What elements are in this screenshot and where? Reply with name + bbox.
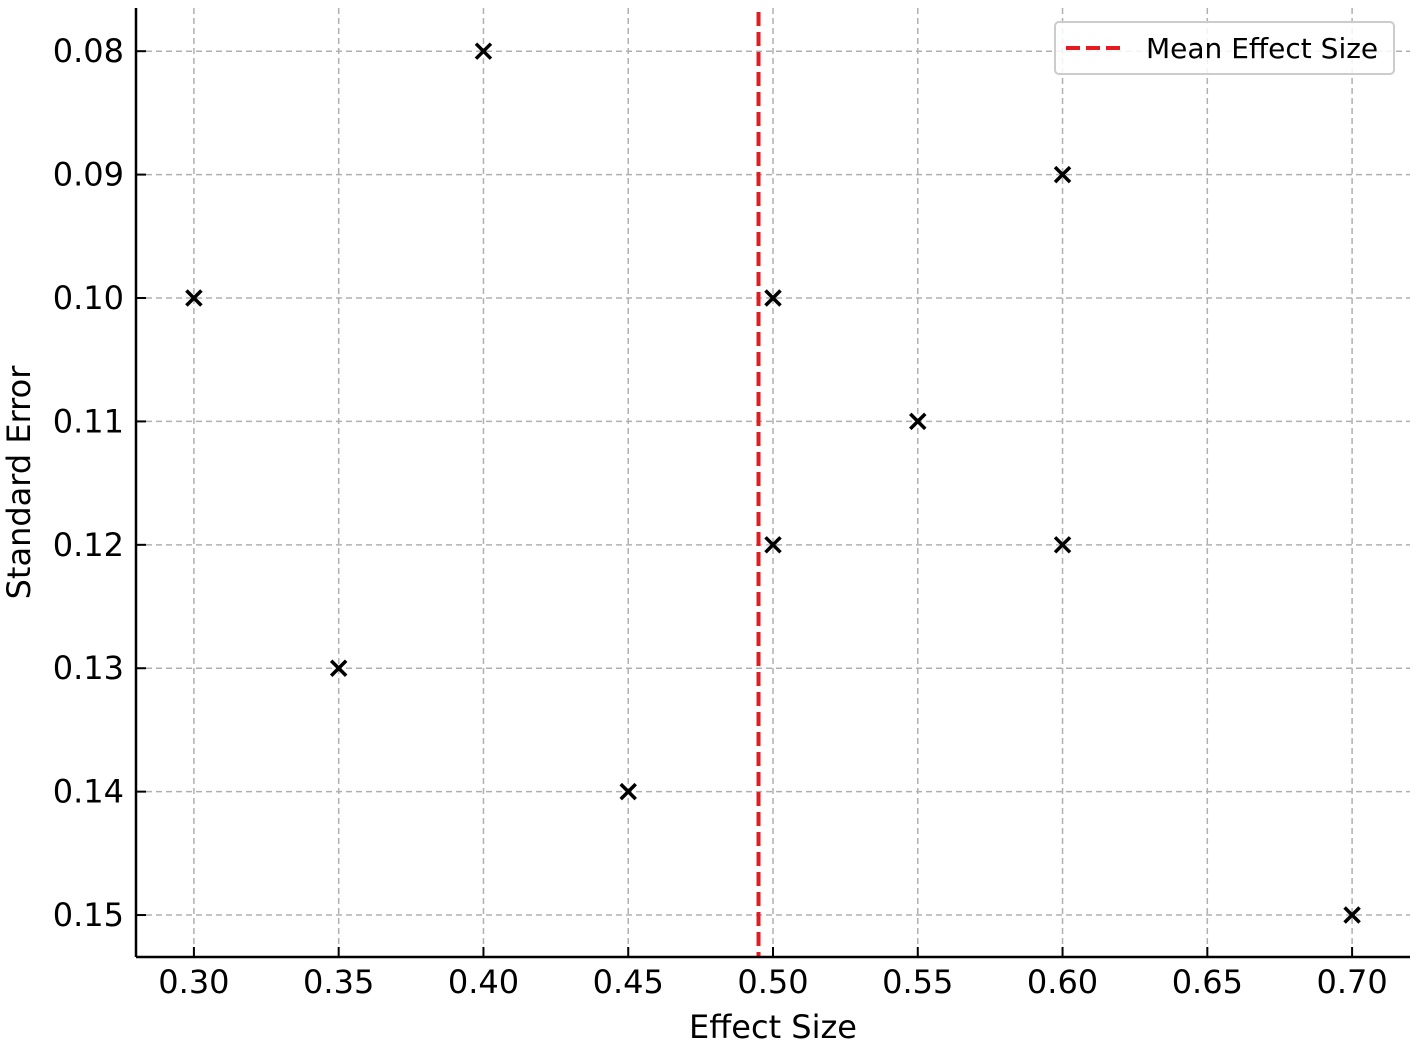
data-point: [329, 659, 348, 677]
data-point: [474, 42, 493, 60]
x-tick-label: 0.65: [1172, 963, 1243, 1001]
y-tick-label: 0.09: [53, 156, 124, 194]
y-tick-label: 0.11: [53, 402, 124, 440]
data-point: [1343, 906, 1361, 924]
x-tick-label: 0.70: [1316, 963, 1387, 1001]
data-point: [1053, 165, 1072, 184]
y-tick-label: 0.15: [53, 896, 124, 934]
axes: [134, 8, 1410, 959]
legend-box: [1054, 21, 1395, 75]
data-point: [764, 536, 782, 554]
data-point: [764, 289, 782, 307]
data-point: [909, 412, 927, 431]
x-tick-label: 0.35: [303, 963, 374, 1001]
legend: Mean Effect Size: [1054, 21, 1395, 75]
y-tick-label: 0.10: [53, 279, 124, 317]
x-tick-label: 0.40: [448, 963, 519, 1001]
data-point: [185, 289, 203, 307]
x-axis-label: Effect Size: [689, 1008, 857, 1045]
y-tick-label: 0.12: [53, 526, 124, 564]
legend-label-mean-effect-size: Mean Effect Size: [1146, 32, 1378, 65]
data-points: [185, 42, 1361, 924]
data-point: [1053, 536, 1072, 554]
y-tick-label: 0.13: [53, 649, 124, 687]
x-tick-label: 0.50: [737, 963, 808, 1001]
x-tick-label: 0.45: [593, 963, 664, 1001]
data-point: [619, 782, 637, 801]
tick-labels: 0.30 0.35 0.40 0.45 0.50 0.55 0.60 0.65 0.70 0.08…: [53, 32, 1388, 1001]
grid-lines: [136, 8, 1410, 957]
x-tick-label: 0.30: [158, 963, 229, 1001]
x-tick-label: 0.60: [1027, 963, 1098, 1001]
y-tick-label: 0.14: [53, 773, 124, 811]
x-tick-label: 0.55: [882, 963, 953, 1001]
y-tick-label: 0.08: [53, 32, 124, 70]
y-axis-label: Standard Error: [0, 365, 38, 600]
